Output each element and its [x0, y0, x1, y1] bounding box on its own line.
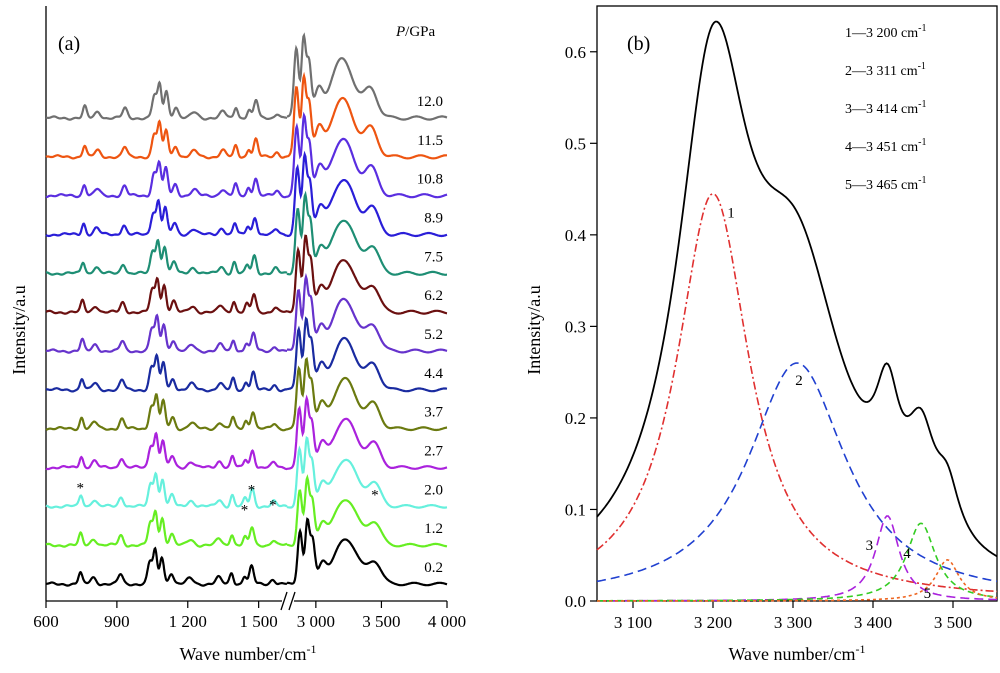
- panel-b-curves: 1 2 3 4 5: [596, 20, 998, 602]
- spectrum-high-7.5: [286, 190, 447, 276]
- pressure-label: 10.8: [417, 172, 443, 188]
- x-tick-label: 600: [33, 612, 59, 631]
- pressure-header: P/GPa: [395, 24, 436, 40]
- spectrum-low-3.7: [45, 393, 288, 432]
- panel-a: (a) P/GPa Intensity/a.u Wave number/cm-1…: [9, 6, 466, 664]
- panel-b-x-label: Wave number/cm-1: [728, 642, 865, 664]
- x-tick-label: 4 000: [428, 612, 466, 631]
- x-tick-label: 3 200: [694, 613, 732, 632]
- x-tick-label: 3 100: [614, 613, 652, 632]
- y-tick-label: 0.2: [565, 409, 586, 428]
- spectrum-high-8.9: [287, 150, 448, 238]
- spectrum-high-5.2: [287, 272, 448, 354]
- pressure-label: 4.4: [424, 366, 443, 382]
- pressure-label: 1.2: [424, 521, 443, 537]
- pressure-label: 8.9: [424, 211, 443, 227]
- x-tick-label: 900: [104, 612, 130, 631]
- legend-entry: 5—3 465 cm-1: [845, 175, 926, 193]
- pressure-label: 3.7: [424, 405, 443, 421]
- spectrum-low-4.4: [45, 352, 288, 393]
- x-tick-label: 1 200: [169, 612, 207, 631]
- spectrum-low-6.2: [45, 276, 288, 315]
- panel-b-frame: [596, 5, 998, 602]
- panel-a-x-label: Wave number/cm-1: [179, 642, 316, 664]
- spectrum-high-10.8: [286, 111, 448, 199]
- spectrum-low-11.5: [45, 119, 287, 160]
- spectrum-high-2.0: [286, 436, 448, 509]
- panel-b-label: (b): [627, 33, 650, 55]
- legend-entry: 2—3 311 cm-1: [845, 61, 926, 79]
- panel-a-label: (a): [58, 33, 80, 55]
- panel-a-peak-markers: * * * * *: [77, 480, 379, 518]
- component-curve-5: [597, 558, 998, 602]
- peak-marker: *: [77, 480, 85, 496]
- panel-a-curves: [45, 32, 448, 587]
- spectrum-low-7.5: [46, 238, 288, 276]
- pressure-label: 2.0: [424, 482, 443, 498]
- spectrum-low-0.2: [45, 546, 288, 587]
- legend-entry: 4—3 451 cm-1: [845, 137, 926, 155]
- total-fit-curve: [596, 20, 998, 558]
- axis-break-mark: [280, 591, 288, 611]
- x-tick-label: 3 300: [774, 613, 812, 632]
- peak-marker: *: [269, 497, 277, 513]
- peak-marker: *: [248, 482, 256, 498]
- pressure-label: 12.0: [417, 94, 443, 110]
- pressure-label: 7.5: [424, 249, 443, 265]
- component-label: 2: [795, 373, 803, 389]
- x-tick-label: 3 500: [362, 612, 400, 631]
- component-label: 4: [903, 546, 911, 562]
- y-tick-label: 0.4: [565, 226, 587, 245]
- component-curve-1: [596, 193, 998, 593]
- pressure-label: 0.2: [424, 560, 443, 576]
- x-tick-label: 1 500: [240, 612, 278, 631]
- axis-break-mark: [288, 591, 296, 611]
- panel-b-legend: 1—3 200 cm-1 2—3 311 cm-1 3—3 414 cm-1 4—3 …: [845, 23, 926, 193]
- x-tick-label: 3 000: [297, 612, 335, 631]
- legend-entry: 3—3 414 cm-1: [845, 99, 926, 117]
- panel-b-ticks: 3 100 3 200 3 300 3 400 3 500 0.0 0.1 0.2 0.3 0.4…: [565, 43, 972, 632]
- spectrum-high-0.2: [286, 517, 448, 587]
- y-tick-label: 0.3: [565, 317, 586, 336]
- spectrum-high-4.4: [286, 316, 448, 393]
- spectrum-low-2.7: [45, 431, 287, 471]
- component-curve-4: [597, 522, 998, 602]
- spectrum-low-8.9: [45, 198, 288, 238]
- spectrum-low-12.0: [45, 80, 288, 121]
- panel-a-y-label: Intensity/a.u: [9, 285, 29, 374]
- component-label: 3: [866, 538, 874, 554]
- peak-marker: *: [371, 487, 379, 503]
- spectrum-low-2.0: [45, 471, 288, 509]
- panel-b-y-label: Intensity/a.u: [524, 285, 544, 374]
- spectrum-high-12.0: [286, 32, 448, 121]
- pressure-label: 5.2: [424, 327, 443, 343]
- peak-marker: *: [241, 502, 249, 518]
- pressure-label: 2.7: [424, 444, 443, 460]
- x-tick-label: 3 400: [854, 613, 892, 632]
- legend-entry: 1—3 200 cm-1: [845, 23, 926, 41]
- y-tick-label: 0.1: [565, 500, 586, 519]
- spectrum-high-11.5: [286, 71, 447, 160]
- pressure-label: 11.5: [417, 133, 443, 149]
- spectrum-high-2.7: [287, 394, 448, 470]
- pressure-label: 6.2: [424, 288, 443, 304]
- y-tick-label: 0.6: [565, 43, 586, 62]
- spectrum-low-5.2: [45, 313, 287, 354]
- panel-a-x-ticks: 600 900 1 200 1 500 3 000 3 500 4 000: [33, 601, 466, 631]
- spectrum-high-1.2: [286, 474, 448, 548]
- spectrum-high-6.2: [286, 234, 448, 315]
- spectrum-low-10.8: [45, 159, 288, 199]
- panel-a-pressure-labels: 0.2 1.2 2.0 2.7 3.7 4.4 5.2 6.2 7.5 8.9 10.8 11.5 12…: [417, 94, 444, 576]
- y-tick-label: 0.0: [565, 592, 586, 611]
- y-tick-label: 0.5: [565, 134, 586, 153]
- spectrum-low-1.2: [45, 509, 288, 548]
- component-curve-2: [596, 362, 998, 583]
- component-label: 5: [924, 586, 932, 602]
- panel-b: (b) Intensity/a.u Wave number/cm-1 3 100…: [524, 5, 998, 664]
- x-tick-label: 3 500: [934, 613, 972, 632]
- spectrum-high-3.7: [286, 356, 448, 432]
- component-label: 1: [727, 206, 735, 222]
